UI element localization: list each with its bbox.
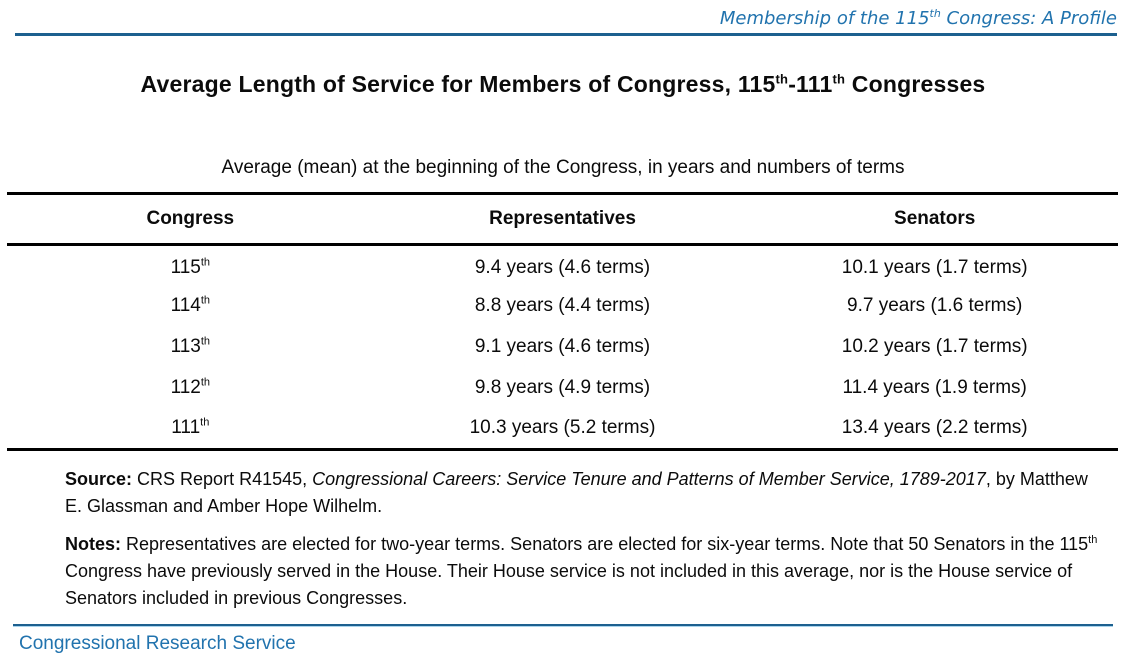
column-header-senators: Senators	[751, 193, 1118, 246]
running-header-title: Membership of the 115th Congress: A Prof…	[719, 7, 1117, 29]
footer-brand: Congressional Research Service	[19, 633, 296, 654]
running-header-superscript: th	[929, 7, 941, 20]
table-row: 113th 9.1 years (4.6 terms) 10.2 years (…	[7, 327, 1118, 368]
congress-cell: 113th	[170, 335, 211, 357]
page-title: Average Length of Service for Members of…	[140, 71, 986, 97]
ordinal-superscript: th	[200, 294, 211, 307]
congress-cell: 111th	[171, 416, 210, 439]
table-row: 111th 10.3 years (5.2 terms) 13.4 years …	[7, 409, 1118, 450]
ordinal-superscript: th	[200, 376, 211, 389]
representatives-cell: 10.3 years (5.2 terms)	[469, 417, 656, 439]
source-note: Source: CRS Report R41545, Congressional…	[65, 469, 1088, 516]
table-row: 115th 9.4 years (4.6 terms) 10.1 years (…	[7, 245, 1118, 286]
source-report-title: Congressional Careers: Service Tenure an…	[312, 469, 986, 489]
table-header-row: Congress Representatives Senators	[7, 193, 1118, 246]
column-header-representatives: Representatives	[373, 193, 752, 246]
header-rule	[15, 33, 1117, 36]
table-row: 114th 8.8 years (4.4 terms) 9.7 years (1…	[7, 286, 1118, 327]
representatives-cell: 9.4 years (4.6 terms)	[474, 256, 651, 278]
running-header: Membership of the 115th Congress: A Prof…	[14, 8, 1117, 29]
senators-cell: 9.7 years (1.6 terms)	[847, 295, 1023, 316]
ordinal-superscript: th	[200, 335, 211, 348]
table-row: 112th 9.8 years (4.9 terms) 11.4 years (…	[7, 368, 1118, 409]
notes-paragraph: Notes: Representatives are elected for t…	[65, 534, 1098, 608]
notes-superscript: th	[1088, 534, 1098, 546]
senators-cell: 10.1 years (1.7 terms)	[841, 256, 1028, 278]
representatives-cell: 8.8 years (4.4 terms)	[474, 295, 651, 316]
ordinal-superscript: th	[200, 256, 211, 269]
notes-label: Notes:	[65, 534, 122, 554]
senators-cell: 11.4 years (1.9 terms)	[842, 377, 1027, 398]
congress-cell: 115th	[170, 256, 211, 278]
congress-cell: 112th	[170, 376, 211, 398]
footer-rule	[13, 624, 1113, 627]
service-table: Congress Representatives Senators 115th …	[7, 192, 1118, 451]
senators-cell: 10.2 years (1.7 terms)	[841, 336, 1028, 357]
congress-cell: 114th	[170, 294, 211, 316]
title-superscript: th	[775, 71, 789, 87]
table-caption: Average (mean) at the beginning of the C…	[221, 157, 905, 178]
source-label: Source:	[65, 469, 133, 489]
representatives-cell: 9.8 years (4.9 terms)	[474, 377, 651, 398]
ordinal-superscript: th	[200, 416, 210, 429]
senators-cell: 13.4 years (2.2 terms)	[841, 417, 1028, 439]
title-superscript: th	[832, 71, 846, 87]
column-header-congress: Congress	[7, 193, 374, 246]
representatives-cell: 9.1 years (4.6 terms)	[474, 336, 651, 357]
